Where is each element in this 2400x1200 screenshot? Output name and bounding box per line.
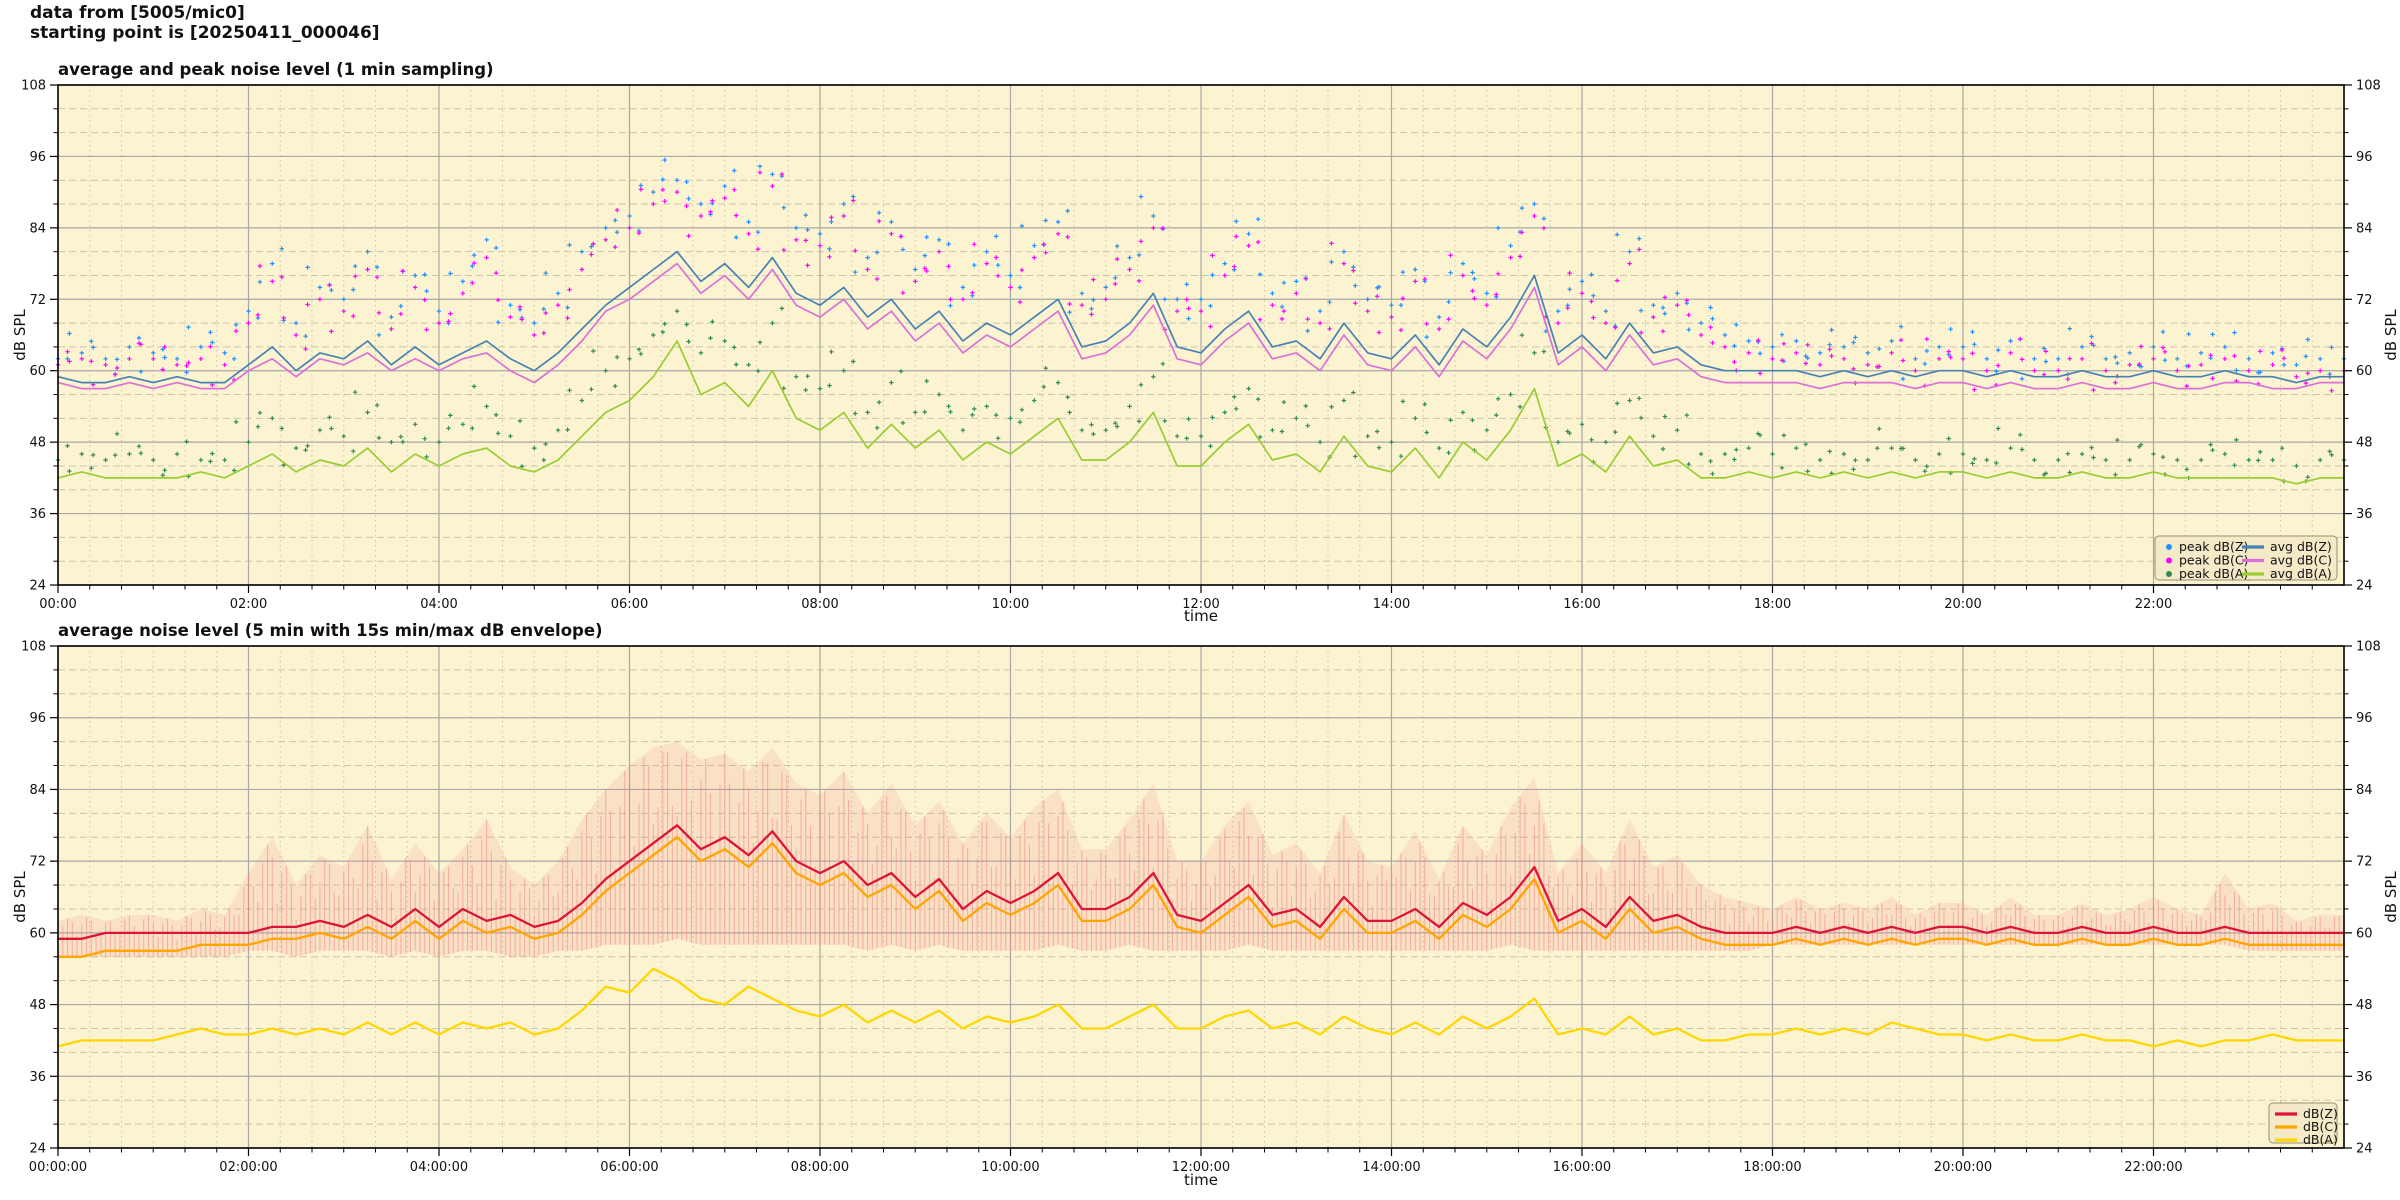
y-tick-label: 72: [2356, 293, 2373, 308]
x-tick-label: 10:00: [992, 597, 1029, 612]
x-tick-label: 00:00:00: [29, 1160, 87, 1175]
chart-2: 24 24 36 36 48 48 60 60 72 72 84 84 96 96 108 108 00:00:…: [21, 640, 2381, 1176]
x-tick-label: 02:00:00: [219, 1160, 277, 1175]
y-tick-label: 36: [29, 507, 46, 522]
x-tick-label: 06:00: [611, 597, 648, 612]
db-c-line: [56, 836, 2346, 958]
y-tick-label: 36: [29, 1070, 46, 1085]
legend-label-peak-db-c: peak dB(C): [2179, 553, 2249, 568]
x-tick-label: 16:00:00: [1553, 1160, 1611, 1175]
x-tick-label: 14:00:00: [1362, 1160, 1420, 1175]
x-tick-label: 12:00: [1182, 597, 1219, 612]
y-tick-label: 24: [29, 579, 46, 594]
y-tick-label: 48: [29, 998, 46, 1013]
chart2-y-axis-label-left: dB SPL: [11, 871, 29, 923]
y-tick-label: 60: [29, 364, 46, 379]
y-tick-label: 108: [2356, 79, 2381, 94]
y-tick-label: 84: [29, 221, 46, 236]
y-tick-label: 72: [29, 855, 46, 870]
legend-label-peak-db-a: peak dB(A): [2179, 566, 2248, 581]
y-tick-label: 60: [2356, 364, 2373, 379]
db-z-line: [56, 824, 2346, 940]
header-line-2: starting point is [20250411_000046]: [30, 23, 380, 43]
x-tick-label: 12:00:00: [1172, 1160, 1230, 1175]
x-tick-label: 10:00:00: [981, 1160, 1039, 1175]
chart1-x-axis-label: time: [1184, 607, 1218, 625]
x-tick-label: 18:00:00: [1743, 1160, 1801, 1175]
legend-label-db-c: dB(C): [2303, 1119, 2338, 1134]
legend-label-db-z: dB(Z): [2303, 1106, 2338, 1121]
y-tick-label: 84: [2356, 221, 2373, 236]
legend: dB(Z)dB(C)dB(A): [2268, 1102, 2338, 1147]
y-tick-label: 96: [29, 711, 46, 726]
x-tick-label: 18:00: [1754, 597, 1791, 612]
legend-label-avg-db-z: avg dB(Z): [2270, 539, 2332, 554]
x-tick-label: 20:00: [1944, 597, 1981, 612]
y-tick-label: 84: [2356, 783, 2373, 798]
y-tick-label: 60: [29, 926, 46, 941]
y-tick-label: 108: [21, 640, 46, 655]
chart2-title: average noise level (5 min with 15s min/…: [58, 621, 603, 640]
y-tick-label: 84: [29, 783, 46, 798]
x-tick-label: 00:00: [39, 597, 76, 612]
x-tick-label: 06:00:00: [600, 1160, 658, 1175]
chart1-y-axis-label-right: dB SPL: [2382, 309, 2400, 361]
x-tick-label: 20:00:00: [1934, 1160, 1992, 1175]
legend-label-db-a: dB(A): [2303, 1132, 2338, 1147]
avg-db-a-line: [57, 340, 2345, 485]
chart1-title: average and peak noise level (1 min samp…: [58, 60, 494, 79]
legend-label-avg-db-c: avg dB(C): [2270, 553, 2332, 568]
y-tick-label: 108: [21, 79, 46, 94]
chart2-x-axis-label: time: [1184, 1171, 1218, 1189]
y-tick-label: 36: [2356, 1070, 2373, 1085]
y-tick-label: 96: [29, 150, 46, 165]
ticks: 24 24 36 36 48 48 60 60 72 72 84 84 96 96 108 108 00:00 0…: [21, 79, 2381, 613]
y-tick-label: 72: [29, 293, 46, 308]
header-line-1: data from [5005/mic0]: [30, 3, 245, 23]
x-tick-label: 22:00: [2135, 597, 2172, 612]
x-tick-label: 04:00:00: [410, 1160, 468, 1175]
chart-1: 24 24 36 36 48 48 60 60 72 72 84 84 96 96 108 108 00:00 0…: [21, 79, 2381, 613]
y-tick-label: 48: [2356, 436, 2373, 451]
y-tick-label: 24: [2356, 579, 2373, 594]
db-a-line: [56, 967, 2346, 1048]
y-tick-label: 96: [2356, 150, 2373, 165]
y-tick-label: 48: [2356, 998, 2373, 1013]
chart1-y-axis-label-left: dB SPL: [11, 309, 29, 361]
x-tick-label: 04:00: [420, 597, 457, 612]
y-tick-label: 108: [2356, 640, 2381, 655]
x-tick-label: 08:00: [801, 597, 838, 612]
legend-label-peak-db-z: peak dB(Z): [2179, 539, 2248, 554]
y-tick-label: 48: [29, 436, 46, 451]
y-tick-label: 24: [29, 1142, 46, 1157]
x-tick-label: 14:00: [1373, 597, 1410, 612]
y-tick-label: 60: [2356, 926, 2373, 941]
avg-db-c-line: [57, 262, 2345, 390]
x-tick-label: 02:00: [230, 597, 267, 612]
legend-label-avg-db-a: avg dB(A): [2270, 566, 2332, 581]
y-tick-label: 96: [2356, 711, 2373, 726]
ticks: 24 24 36 36 48 48 60 60 72 72 84 84 96 96 108 108 00:00:…: [21, 640, 2381, 1176]
x-tick-label: 22:00:00: [2124, 1160, 2182, 1175]
y-tick-label: 36: [2356, 507, 2373, 522]
x-tick-label: 08:00:00: [791, 1160, 849, 1175]
chart2-y-axis-label-right: dB SPL: [2382, 871, 2400, 923]
avg-db-z-line: [57, 250, 2345, 384]
y-tick-label: 24: [2356, 1142, 2373, 1157]
x-tick-label: 16:00: [1563, 597, 1600, 612]
y-tick-label: 72: [2356, 855, 2373, 870]
legend: peak dB(Z)peak dB(C)peak dB(A)avg dB(Z)a…: [2154, 535, 2338, 581]
